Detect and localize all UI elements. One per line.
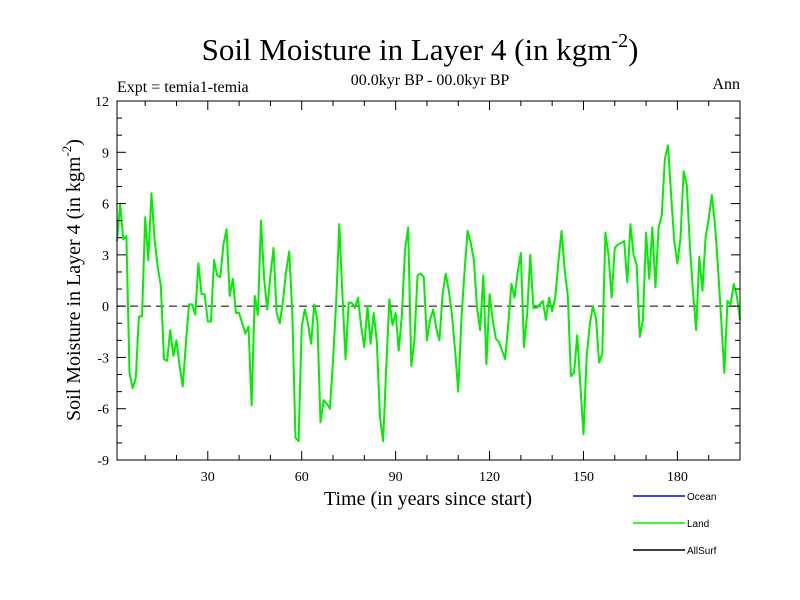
y-tick-label: 0 bbox=[102, 300, 109, 315]
y-tick-label: 12 bbox=[95, 95, 109, 110]
y-tick-label: -6 bbox=[97, 403, 109, 418]
x-tick-label: 150 bbox=[573, 470, 594, 485]
x-tick-label: 90 bbox=[389, 470, 403, 485]
season-label: Ann bbox=[712, 76, 740, 93]
y-tick-label: 9 bbox=[102, 146, 109, 161]
x-axis-label: Time (in years since start) bbox=[324, 488, 532, 510]
plot-frame bbox=[116, 100, 741, 461]
series-land-line bbox=[116, 144, 741, 443]
x-tick-label: 120 bbox=[479, 470, 500, 485]
legend-ocean-label: Ocean bbox=[687, 492, 716, 503]
chart-subtitle: 00.0kyr BP - 00.0kyr BP bbox=[351, 72, 510, 89]
y-tick-label: -3 bbox=[97, 351, 109, 366]
y-tick-label: 6 bbox=[102, 198, 109, 213]
legend-land-label: Land bbox=[687, 519, 709, 530]
y-tick-label: 3 bbox=[102, 249, 109, 264]
x-tick-label: 180 bbox=[667, 470, 688, 485]
y-axis-label: Soil Moisture in Layer 4 (in kgm-2) bbox=[59, 139, 85, 421]
x-tick-label: 30 bbox=[201, 470, 215, 485]
chart-title: Soil Moisture in Layer 4 (in kgm-2) bbox=[202, 30, 639, 67]
x-tick-label: 60 bbox=[295, 470, 309, 485]
legend-allsurf-label: AllSurf bbox=[687, 546, 717, 557]
expt-label: Expt = temia1-temia bbox=[117, 79, 249, 96]
y-tick-label: -9 bbox=[97, 454, 109, 469]
